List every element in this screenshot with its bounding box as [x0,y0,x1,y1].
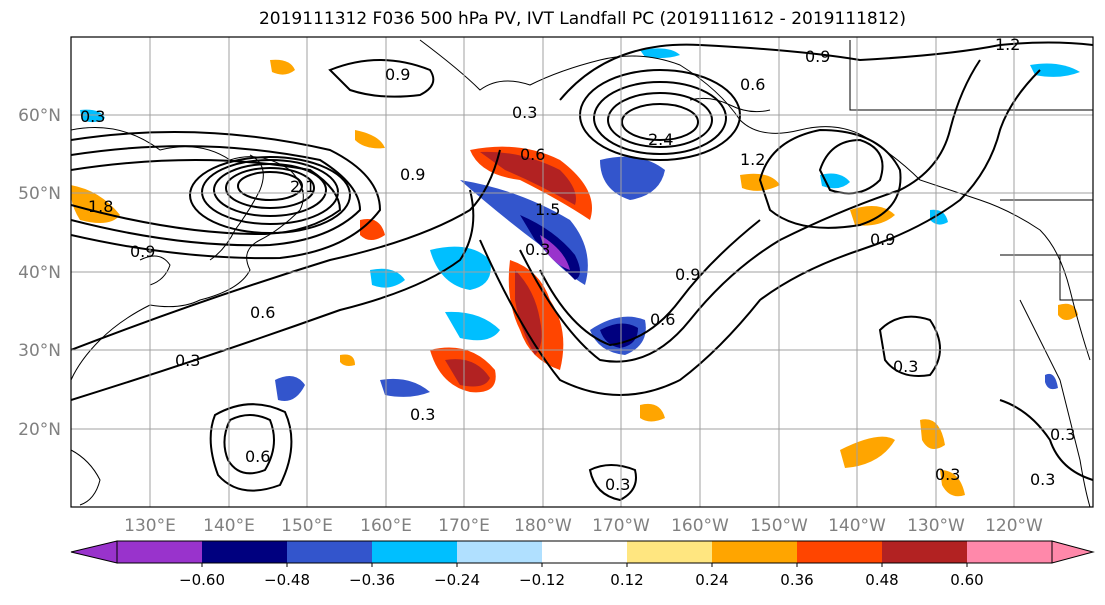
lat-label: 20°N [18,420,61,440]
contour-label: 0.6 [650,310,675,329]
map-title: 2019111312 F036 500 hPa PV, IVT Landfall… [258,9,906,29]
lon-label: 180°W [514,516,572,536]
colorbar-segment [542,541,627,563]
contour-label: 0.9 [805,47,830,66]
contour-label: 1.2 [740,150,765,169]
contour-label: 0.6 [740,75,765,94]
contour-label: 0.3 [1030,470,1055,489]
contour-label: 2.1 [290,177,315,196]
colorbar-tick-label: 0.12 [610,571,643,589]
colorbar-tick-label: −0.36 [349,571,395,589]
lon-label: 170°E [438,516,490,536]
colorbar-segment [202,541,287,563]
colorbar-segment [372,541,457,563]
contour-label: 0.3 [175,351,200,370]
contour-label: 0.3 [1050,425,1075,444]
colorbar-tick-label: 0.36 [780,571,813,589]
contour-label: 1.2 [995,35,1020,54]
lat-label: 30°N [18,341,61,361]
colorbar-frame [116,540,1053,564]
colorbar-tick-label: −0.24 [434,571,480,589]
colorbar-segment [882,541,967,563]
lat-label: 50°N [18,184,61,204]
colorbar-segment [627,541,712,563]
lat-label: 60°N [18,106,61,126]
contour-label: 0.9 [385,65,410,84]
colorbar-ticks [201,563,968,567]
lon-label: 120°W [985,516,1043,536]
contour-label: 0.3 [893,357,918,376]
lon-label: 140°W [828,516,886,536]
colorbar-tick-label: −0.60 [179,571,225,589]
lon-label: 170°W [592,516,650,536]
graticule [71,37,1093,507]
contour-label: 0.3 [512,103,537,122]
contour-label: 1.5 [535,200,560,219]
colorbar-segment [967,541,1052,563]
colorbar-tick-label: −0.12 [519,571,565,589]
colorbar-tick-labels: −0.60 −0.48 −0.36 −0.24 −0.12 0.12 0.24 … [179,571,984,589]
contour-label: 1.8 [88,197,113,216]
colorbar-tick-label: 0.48 [865,571,898,589]
colorbar-segment [457,541,542,563]
contour-label: 0.3 [80,107,105,126]
colorbar-segment [1051,540,1095,564]
colorbar-segment [117,541,202,563]
colorbar-segment [70,540,118,564]
contour-label: 0.3 [605,475,630,494]
contour-label: 0.9 [870,230,895,249]
lat-labels: 60°N 50°N 40°N 30°N 20°N [18,106,61,440]
colorbar-tick-label: −0.48 [264,571,310,589]
map-content: 0.3 0.9 0.3 0.6 0.9 1.2 0.6 0.9 1.8 0.9 … [71,35,1093,507]
lon-label: 130°W [907,516,965,536]
lon-label: 160°E [360,516,412,536]
lon-label: 150°E [281,516,333,536]
colorbar-segment [287,541,372,563]
contour-label: 0.9 [130,242,155,261]
lon-labels: 130°E 140°E 150°E 160°E 170°E 180°W 170°… [124,516,1043,536]
lon-label: 130°E [124,516,176,536]
contour-label: 0.6 [250,303,275,322]
colorbar-segment [712,541,797,563]
contour-label: 0.6 [520,145,545,164]
contour-label: 0.3 [935,465,960,484]
map-frame [70,36,1094,508]
colorbar-tick-label: 0.24 [695,571,728,589]
contour-label: 0.3 [410,405,435,424]
contour-label-group: 0.3 0.9 0.3 0.6 0.9 1.2 0.6 0.9 1.8 0.9 … [80,35,1075,494]
shading-negative [80,48,1080,401]
colorbar-segment [797,541,882,563]
contour-label: 0.6 [245,447,270,466]
colorbar: −0.60 −0.48 −0.36 −0.24 −0.12 0.12 0.24 … [70,540,1095,589]
contour-label: 0.9 [675,265,700,284]
contour-label: 0.3 [525,240,550,259]
colorbar-tick-label: 0.60 [950,571,983,589]
contour-label: 0.9 [400,165,425,184]
contour-label: 2.4 [648,130,673,149]
lon-label: 160°W [671,516,729,536]
lon-label: 140°E [203,516,255,536]
lon-label: 150°W [750,516,808,536]
shading-positive [71,59,1078,497]
lat-label: 40°N [18,263,61,283]
